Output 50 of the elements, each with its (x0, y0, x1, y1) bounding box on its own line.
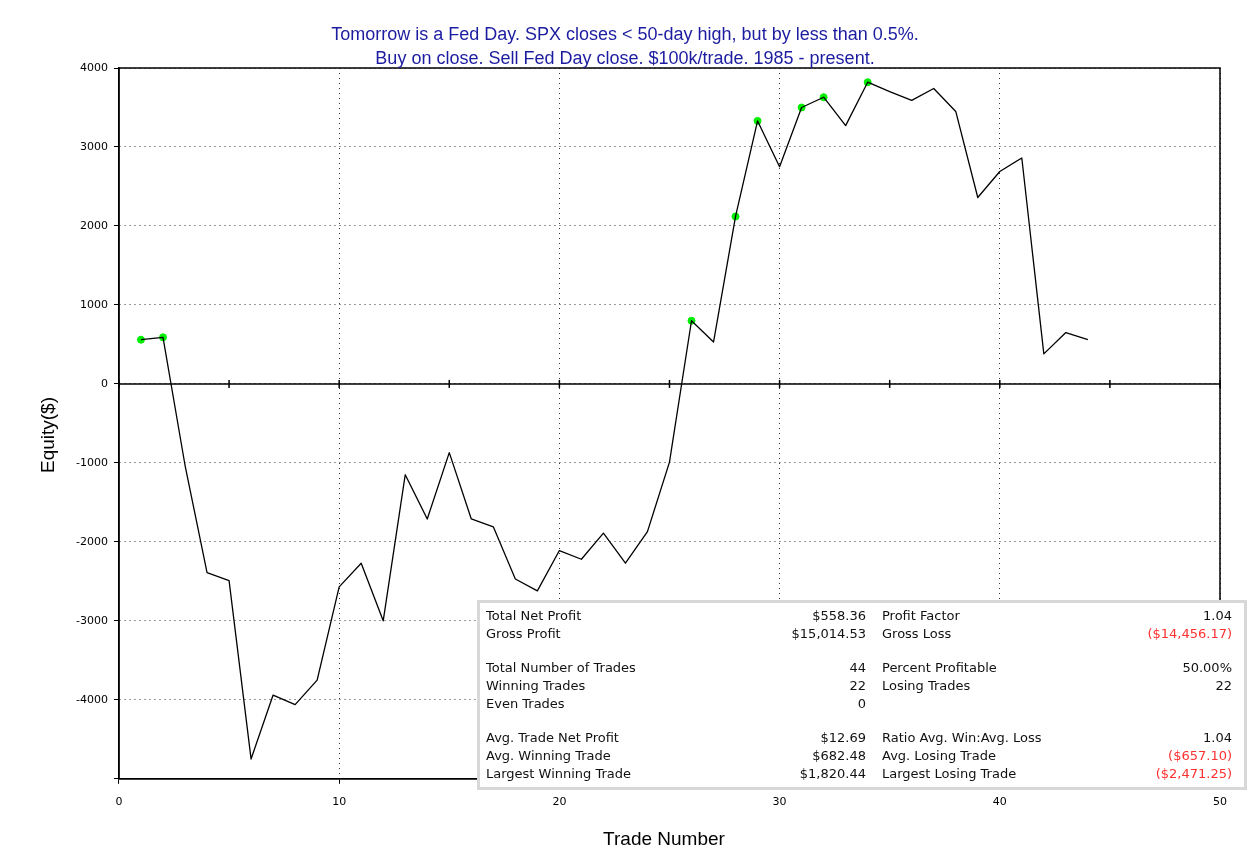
annotation: Largest Losing Trade (882, 765, 1018, 783)
x-axis-title: Trade Number (602, 828, 726, 850)
y-tick-label: -3000 (75, 613, 108, 627)
y-tick-label: 3000 (79, 139, 108, 153)
x-tick-label: 20 (552, 795, 567, 809)
annotation: Total Net Profit (486, 607, 583, 625)
annotation: Avg. Losing Trade (882, 747, 997, 765)
annotation: $1,820.44 (798, 765, 866, 783)
annotation: Gross Loss (882, 625, 953, 643)
annotation: Total Number of Trades (486, 659, 637, 677)
annotation: Gross Profit (486, 625, 562, 643)
annotation: Largest Winning Trade (486, 765, 633, 783)
annotation: Winning Trades (486, 677, 587, 695)
annotation: $558.36 (811, 607, 866, 625)
annotation: $12.69 (819, 729, 866, 747)
y-tick-label: 4000 (79, 60, 108, 74)
annotation: Ratio Avg. Win:Avg. Loss (882, 729, 1043, 747)
annotation: 50.00% (1181, 659, 1232, 677)
annotation: 44 (848, 659, 866, 677)
x-tick-label: 0 (115, 795, 123, 809)
annotation: Avg. Winning Trade (486, 747, 612, 765)
annotation: $682.48 (811, 747, 866, 765)
annotation: Percent Profitable (882, 659, 998, 677)
annotation: ($2,471.25) (1154, 765, 1232, 783)
annotation: 0 (856, 695, 866, 713)
x-tick-label: 10 (332, 795, 347, 809)
annotation: ($657.10) (1167, 747, 1232, 765)
y-tick-label: 0 (100, 376, 108, 390)
chart-subtitle: Buy on close. Sell Fed Day close. $100k/trade. 1985 - present. (375, 48, 875, 68)
y-tick-label: 1000 (79, 297, 108, 311)
annotation: Losing Trades (882, 677, 972, 695)
annotation: 22 (1214, 677, 1232, 695)
annotation: 1.04 (1202, 607, 1232, 625)
x-tick-label: 50 (1213, 795, 1227, 809)
annotation: $15,014.53 (790, 625, 866, 643)
annotation: Profit Factor (882, 607, 961, 625)
x-tick-label: 30 (772, 795, 787, 809)
y-tick-label: -1000 (75, 455, 108, 469)
y-tick-label: 2000 (79, 218, 108, 232)
annotation: Avg. Trade Net Profit (486, 729, 620, 747)
annotation: 1.04 (1202, 729, 1232, 747)
chart-title: Tomorrow is a Fed Day. SPX closes < 50-day high, but by less than 0.5%. (331, 24, 919, 44)
point (136, 335, 145, 344)
x-tick-label: 40 (992, 795, 1007, 809)
annotation: 22 (848, 677, 866, 695)
annotation: ($14,456.17) (1146, 625, 1232, 643)
y-tick-label: -2000 (75, 534, 108, 548)
y-axis-title: Equity($) (37, 396, 59, 474)
y-tick-label: -4000 (75, 692, 108, 706)
annotation: Even Trades (486, 695, 566, 713)
